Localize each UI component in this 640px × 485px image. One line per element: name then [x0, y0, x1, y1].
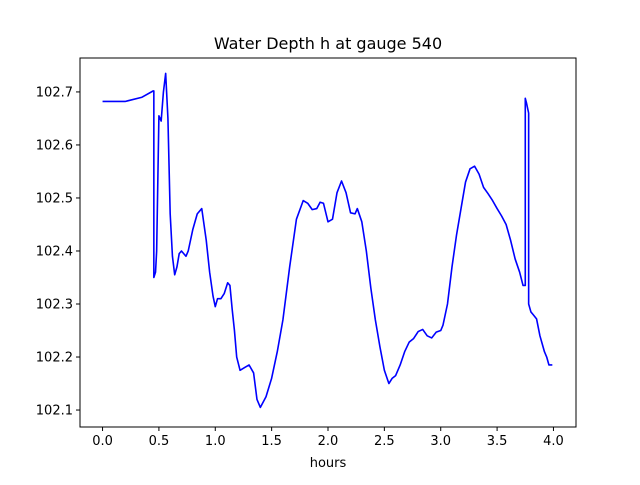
- x-tick-label: 3.0: [430, 434, 451, 449]
- x-tick-label: 4.0: [543, 434, 564, 449]
- y-tick-label: 102.2: [36, 351, 73, 366]
- y-tick-label: 102.1: [36, 404, 73, 419]
- x-tick-label: 1.5: [261, 434, 282, 449]
- y-tick-label: 102.6: [36, 138, 73, 153]
- x-tick-label: 2.5: [374, 434, 395, 449]
- x-axis: 0.0 0.5 1.0 1.5 2.0 2.5 3.0 3.5 4.0: [92, 427, 564, 449]
- series-line-1: [102, 72, 553, 409]
- y-tick-label: 102.7: [36, 85, 73, 100]
- y-tick-label: 102.4: [36, 244, 73, 259]
- x-tick-label: 2.0: [318, 434, 339, 449]
- y-tick-label: 102.5: [36, 191, 73, 206]
- chart-title: Water Depth h at gauge 540: [214, 34, 442, 53]
- y-axis: 102.1 102.2 102.3 102.4 102.5 102.6 102.7: [36, 85, 80, 419]
- x-tick-label: 0.5: [149, 434, 170, 449]
- x-axis-label: hours: [310, 456, 347, 471]
- y-tick-label: 102.3: [36, 298, 73, 313]
- x-tick-label: 1.0: [205, 434, 226, 449]
- x-tick-label: 0.0: [92, 434, 113, 449]
- x-tick-label: 3.5: [487, 434, 508, 449]
